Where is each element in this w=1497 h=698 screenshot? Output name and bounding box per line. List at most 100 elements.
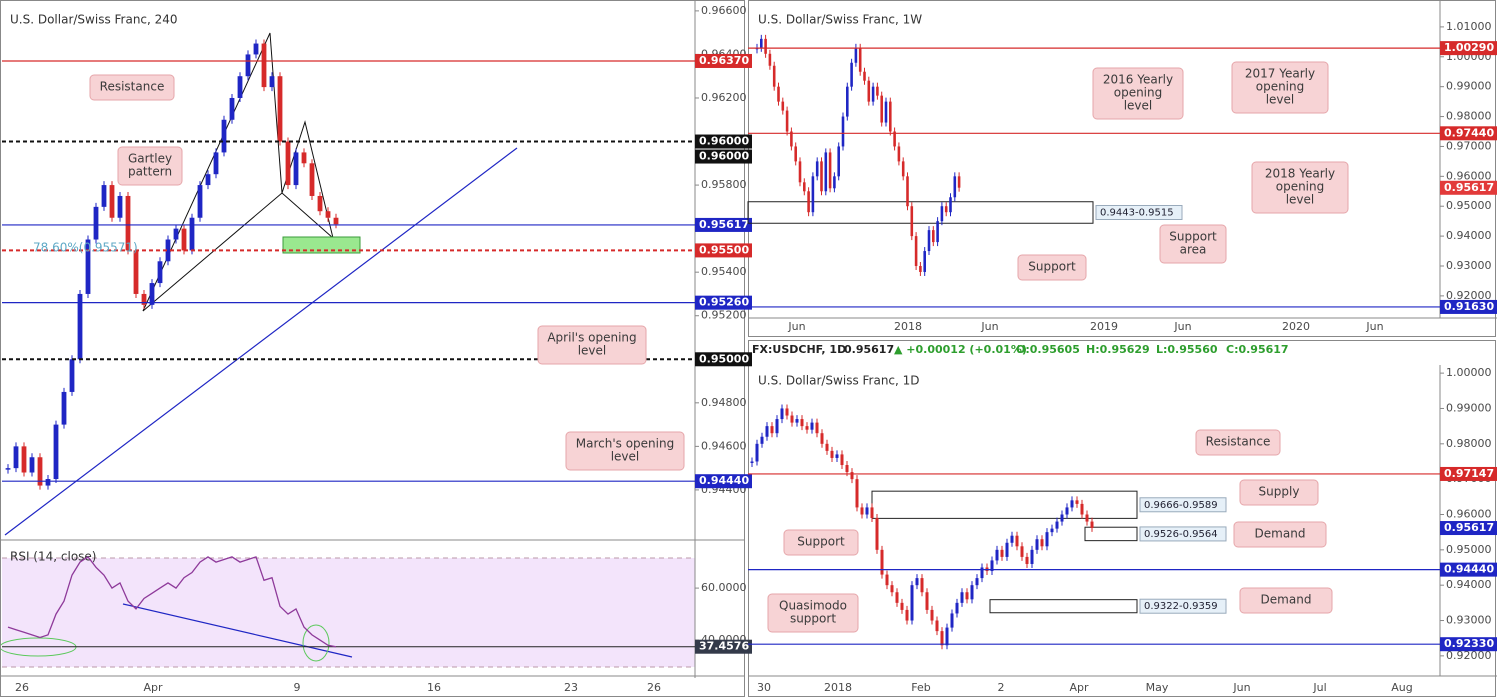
panel-frame bbox=[0, 0, 745, 697]
candle bbox=[1035, 539, 1039, 550]
candle bbox=[141, 293, 147, 305]
header-text: O:0.95605 bbox=[1016, 343, 1080, 356]
callout-text: 2016 Yearly bbox=[1103, 73, 1173, 87]
rsi-trendline bbox=[122, 603, 353, 658]
header-text: FX:USDCHF, 1D bbox=[752, 343, 846, 356]
candle bbox=[895, 592, 899, 603]
callout bbox=[565, 431, 685, 471]
callout-text: Resistance bbox=[100, 80, 165, 94]
y-tick-label: 0.95800 bbox=[701, 178, 747, 191]
level-label-box bbox=[695, 134, 752, 149]
level-label: 0.95000 bbox=[699, 352, 749, 365]
callout bbox=[1251, 161, 1349, 214]
candle bbox=[85, 239, 91, 294]
x-tick-label: Aug bbox=[1391, 681, 1412, 694]
candle bbox=[13, 446, 19, 469]
candle bbox=[990, 560, 994, 572]
level-label: 0.97440 bbox=[1444, 126, 1494, 139]
x-tick-label: 26 bbox=[15, 681, 29, 694]
x-tick-label: 2020 bbox=[1282, 320, 1310, 333]
y-tick-label: 0.99000 bbox=[1446, 80, 1492, 93]
level-label: 0.92330 bbox=[1444, 637, 1494, 650]
x-tick-label: 2018 bbox=[824, 681, 852, 694]
candle bbox=[213, 152, 219, 175]
x-tick-label: Jun bbox=[787, 320, 805, 333]
y-tick-label: 0.96200 bbox=[701, 91, 747, 104]
candle bbox=[760, 436, 764, 444]
candle bbox=[77, 293, 83, 360]
y-tick-label: 0.94600 bbox=[701, 439, 747, 452]
candle bbox=[807, 191, 810, 213]
zone-label-box bbox=[1139, 598, 1227, 614]
candle bbox=[871, 86, 875, 102]
candle bbox=[333, 217, 339, 225]
candle bbox=[149, 283, 155, 305]
level-label: 0.94440 bbox=[699, 474, 749, 487]
candle bbox=[760, 38, 763, 48]
y-tick-label: 0.99000 bbox=[1446, 401, 1492, 414]
candle bbox=[880, 549, 884, 575]
candle bbox=[205, 174, 211, 186]
candle bbox=[850, 62, 853, 87]
candle bbox=[854, 47, 858, 63]
candle bbox=[764, 38, 767, 54]
y-tick-label: 0.98000 bbox=[1446, 110, 1492, 123]
level-label: 0.91630 bbox=[1444, 300, 1494, 313]
candle bbox=[1010, 535, 1014, 543]
callout-text: Gartley bbox=[128, 152, 172, 166]
candle bbox=[910, 206, 914, 237]
callout bbox=[1092, 67, 1184, 120]
level-label: 0.94440 bbox=[1444, 563, 1494, 576]
candle bbox=[781, 101, 785, 111]
candle bbox=[953, 176, 957, 198]
panel-title: U.S. Dollar/Swiss Franc, 1D bbox=[758, 374, 920, 388]
candle bbox=[794, 146, 797, 162]
candle bbox=[927, 230, 931, 252]
candle bbox=[825, 443, 829, 451]
callout-text: opening bbox=[1114, 86, 1163, 100]
candle bbox=[815, 161, 819, 177]
candle bbox=[1040, 539, 1044, 547]
candle bbox=[889, 101, 892, 132]
x-tick-label: 2019 bbox=[1090, 320, 1118, 333]
candle bbox=[835, 454, 839, 458]
y-tick-label: 0.95200 bbox=[701, 309, 747, 322]
candle bbox=[61, 391, 67, 425]
header-text: ▲ +0.00012 (+0.01%) bbox=[894, 343, 1027, 356]
callout-text: Resistance bbox=[1206, 435, 1271, 449]
candle bbox=[229, 97, 235, 120]
x-tick-label: Feb bbox=[911, 681, 930, 694]
callout bbox=[1233, 521, 1327, 548]
candle bbox=[189, 217, 195, 251]
candle bbox=[815, 422, 819, 434]
candle bbox=[803, 182, 806, 192]
callout-text: opening bbox=[1256, 80, 1305, 94]
candle bbox=[325, 211, 331, 218]
candle bbox=[1005, 542, 1009, 557]
candle bbox=[1070, 500, 1074, 508]
candle bbox=[1020, 546, 1024, 557]
callout-text: level bbox=[578, 344, 607, 358]
y-tick-label: 0.95000 bbox=[1446, 199, 1492, 212]
candle bbox=[876, 86, 879, 96]
x-tick-label: 2018 bbox=[894, 320, 922, 333]
zone-label-box bbox=[1139, 526, 1227, 542]
header-text: H:0.95629 bbox=[1086, 343, 1150, 356]
level-label: 0.97147 bbox=[1444, 467, 1494, 480]
candle bbox=[1045, 532, 1049, 547]
fib-label: 78.60%(0.95571) bbox=[33, 241, 138, 255]
candle bbox=[277, 76, 283, 142]
candle bbox=[944, 206, 948, 213]
candle bbox=[285, 141, 291, 186]
candle bbox=[884, 101, 888, 123]
candle bbox=[837, 146, 840, 177]
x-tick-label: Jun bbox=[980, 320, 998, 333]
candle bbox=[269, 76, 275, 88]
candle bbox=[846, 86, 849, 117]
candle bbox=[955, 602, 959, 614]
x-tick-label: 30 bbox=[757, 681, 771, 694]
callout-text: Support bbox=[1028, 260, 1076, 274]
candle bbox=[805, 426, 809, 430]
candle bbox=[910, 585, 914, 621]
